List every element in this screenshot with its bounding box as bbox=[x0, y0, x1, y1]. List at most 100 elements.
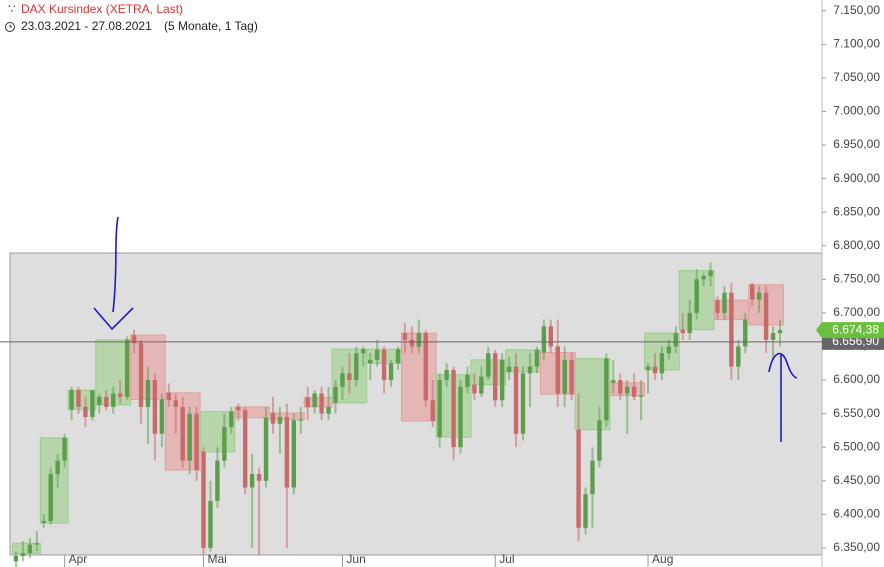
annotation-arrow-up bbox=[768, 352, 798, 442]
y-tick-label: 6.700,00 bbox=[833, 305, 880, 319]
candle-body bbox=[527, 366, 533, 374]
candle-body bbox=[576, 429, 581, 528]
week-box bbox=[574, 358, 611, 431]
candle-body bbox=[701, 275, 706, 280]
candle-body bbox=[312, 393, 317, 407]
candle-body bbox=[27, 544, 33, 554]
candle-body bbox=[291, 420, 297, 488]
candle-body bbox=[513, 366, 519, 434]
candle-body bbox=[298, 419, 303, 421]
candle-body bbox=[611, 380, 616, 383]
candle-body bbox=[13, 555, 19, 562]
y-tick-label: 6.800,00 bbox=[833, 238, 880, 252]
week-box bbox=[12, 542, 41, 554]
candle-body bbox=[180, 406, 185, 461]
candle-body bbox=[41, 521, 46, 524]
candle-body bbox=[416, 333, 422, 347]
candle-body bbox=[506, 366, 512, 372]
candle-body bbox=[333, 386, 338, 403]
candle-body bbox=[631, 386, 637, 397]
candle-body bbox=[277, 416, 283, 424]
candle-body bbox=[423, 333, 428, 401]
candle-body bbox=[256, 474, 262, 481]
y-tick-label: 6.450,00 bbox=[833, 473, 880, 487]
candle-body bbox=[715, 300, 720, 313]
candle-body bbox=[243, 410, 248, 488]
candle-body bbox=[409, 339, 415, 347]
candle-body bbox=[117, 393, 123, 397]
candle-body bbox=[48, 474, 53, 522]
candle-body bbox=[326, 406, 331, 414]
candle-body bbox=[444, 369, 449, 381]
y-tick-label: 7.000,00 bbox=[833, 104, 880, 118]
x-tick-label: Mai bbox=[208, 552, 227, 566]
y-tick-label: 6.550,00 bbox=[833, 406, 880, 420]
candle-body bbox=[777, 330, 783, 334]
candle-body bbox=[638, 395, 644, 397]
plot bbox=[12, 262, 784, 567]
candle-body bbox=[666, 346, 672, 354]
candle-body bbox=[437, 380, 442, 438]
candle-body bbox=[562, 359, 567, 394]
y-tick-label: 7.150,00 bbox=[833, 3, 880, 17]
candle-body bbox=[124, 339, 130, 397]
candle-body bbox=[111, 393, 116, 407]
candle-body bbox=[55, 460, 60, 475]
y-tick-label: 6.950,00 bbox=[833, 137, 880, 151]
candle-body bbox=[319, 393, 324, 414]
candle-body bbox=[520, 373, 526, 434]
candle-body bbox=[104, 396, 109, 407]
candle-body bbox=[354, 353, 359, 381]
x-tick-label: Apr bbox=[69, 552, 88, 566]
candle-body bbox=[465, 374, 470, 387]
candle-body bbox=[499, 359, 505, 401]
candle-body bbox=[451, 369, 456, 448]
candle-body bbox=[743, 319, 748, 347]
logo: ∵ bbox=[8, 2, 16, 16]
candle-body bbox=[590, 460, 595, 495]
last-price-marker bbox=[816, 322, 884, 339]
candle-body bbox=[756, 292, 762, 300]
candle-body bbox=[395, 349, 401, 364]
candle-body bbox=[486, 353, 491, 377]
candle-body bbox=[62, 437, 67, 461]
candle-body bbox=[548, 326, 553, 347]
candle-body bbox=[194, 413, 199, 471]
candle-body bbox=[208, 500, 213, 548]
candle-body bbox=[388, 363, 394, 381]
candle-body bbox=[138, 343, 144, 407]
candle-body bbox=[34, 543, 40, 545]
chart-title: DAX Kursindex (XETRA, Last) bbox=[21, 2, 183, 16]
clock-hands bbox=[9, 24, 12, 28]
candle-body bbox=[729, 292, 734, 367]
candle-body bbox=[249, 474, 255, 488]
y-tick-label: 6.350,00 bbox=[833, 540, 880, 554]
candle-body bbox=[270, 412, 276, 424]
candle-body bbox=[222, 427, 227, 461]
candle-body bbox=[479, 376, 484, 394]
candle-body bbox=[659, 353, 665, 374]
candle-body bbox=[458, 386, 463, 448]
candle-body bbox=[76, 390, 81, 407]
candle-body bbox=[770, 333, 776, 340]
candle-body bbox=[402, 333, 408, 340]
candle-body bbox=[555, 346, 560, 394]
candle-body bbox=[763, 292, 769, 340]
candle-body bbox=[374, 349, 380, 360]
candle-body bbox=[361, 349, 366, 354]
candle-body bbox=[284, 416, 290, 488]
y-tick-label: 6.900,00 bbox=[833, 171, 880, 185]
candle-body bbox=[83, 406, 88, 417]
candle-body bbox=[645, 366, 651, 370]
candle-body bbox=[173, 400, 178, 407]
candle-body bbox=[187, 413, 192, 461]
y-tick-label: 6.600,00 bbox=[833, 372, 880, 386]
candle-body bbox=[687, 312, 692, 334]
x-tick-label: Aug bbox=[652, 552, 673, 566]
candle-body bbox=[97, 396, 102, 405]
candle-body bbox=[430, 400, 435, 422]
candle-body bbox=[583, 494, 588, 528]
candle-body bbox=[90, 390, 95, 417]
period: (5 Monate, 1 Tag) bbox=[164, 19, 258, 33]
candle-body bbox=[381, 349, 387, 381]
